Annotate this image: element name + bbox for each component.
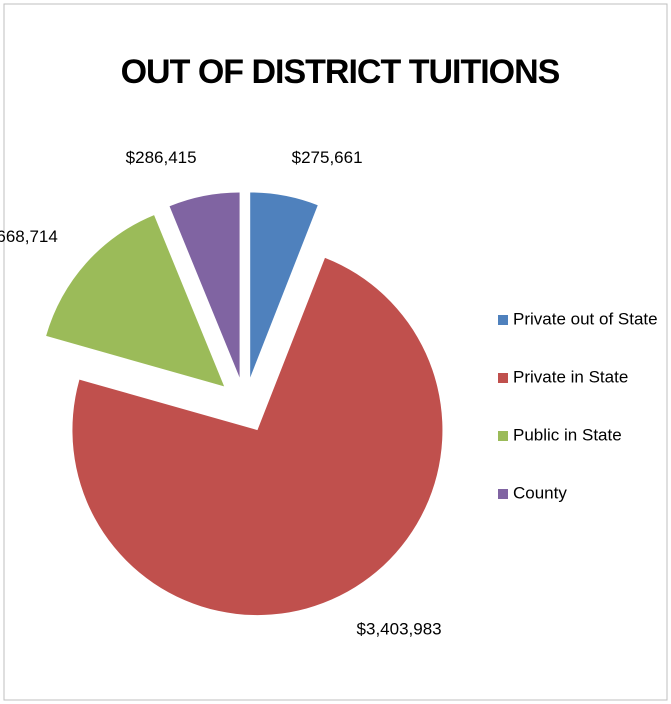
chart-title: OUT OF DISTRICT TUITIONS [121,53,560,91]
legend-swatch [498,431,508,441]
pie-slice [72,257,443,616]
legend-label: County [513,483,567,502]
data-label: $275,661 [292,148,363,167]
data-label: $3,403,983 [357,619,442,638]
pie-slice [169,192,240,378]
data-label: $286,415 [126,148,197,167]
legend-label: Private out of State [513,309,658,328]
legend-swatch [498,489,508,499]
data-label: $668,714 [0,227,58,246]
legend-swatch [498,373,508,383]
legend-swatch [498,315,508,325]
pie-slice [46,215,225,387]
pie-slice [250,192,318,378]
legend-label: Private in State [513,367,628,386]
legend-label: Public in State [513,425,622,444]
